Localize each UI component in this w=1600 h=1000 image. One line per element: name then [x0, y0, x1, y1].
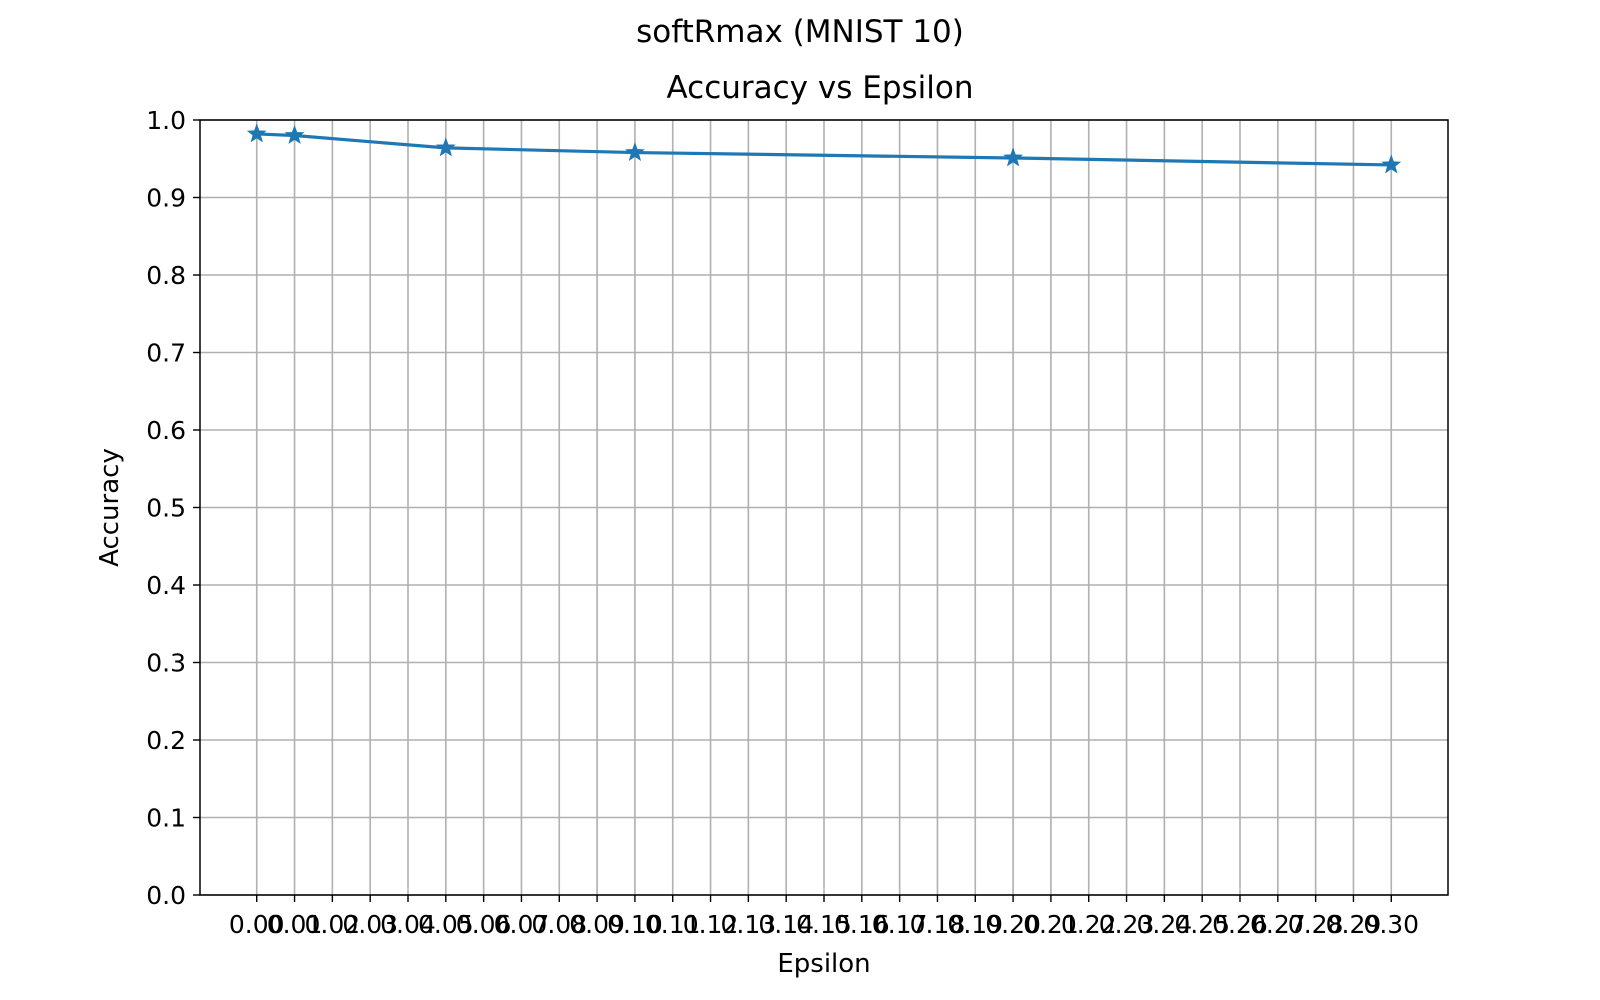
- series-line: [256, 132, 1392, 167]
- x-tick-label: 0.06: [456, 910, 512, 939]
- x-tick-label: 0.07: [494, 910, 550, 939]
- y-tick-label: 0.8: [146, 261, 186, 290]
- y-tick-label: 0.1: [146, 804, 186, 833]
- x-tick-label: 0.12: [683, 910, 739, 939]
- data-point-marker: [246, 123, 267, 143]
- y-tick-label: 0.6: [146, 416, 186, 445]
- y-tick-label: 0.4: [146, 571, 186, 600]
- x-tick-label: 0.04: [380, 910, 436, 939]
- x-tick-label: 0.28: [1288, 910, 1344, 939]
- grid-lines: [200, 119, 1448, 896]
- x-tick-label: 0.16: [834, 910, 890, 939]
- x-tick-label: 0.08: [531, 910, 587, 939]
- y-tick-label: 0.5: [146, 494, 186, 523]
- x-tick-label: 0.18: [910, 910, 966, 939]
- x-tick-label: 0.11: [645, 910, 701, 939]
- x-tick-label: 0.13: [721, 910, 777, 939]
- y-tick-label: 0.2: [146, 726, 186, 755]
- x-tick-label: 0.22: [1061, 910, 1117, 939]
- x-tick-label: 0.02: [305, 910, 361, 939]
- x-tick-label: 0.20: [985, 910, 1041, 939]
- x-axis-label: Epsilon: [777, 949, 870, 979]
- figure-suptitle: softRmax (MNIST 10): [636, 14, 964, 50]
- y-tick-label: 0.9: [146, 184, 186, 213]
- x-tick-label: 0.00: [229, 910, 285, 939]
- x-tick-label: 0.30: [1363, 910, 1419, 939]
- x-tick-label: 0.25: [1174, 910, 1230, 939]
- x-tick-label: 0.29: [1326, 910, 1382, 939]
- x-tick-label: 0.23: [1099, 910, 1155, 939]
- x-tick-label: 0.03: [342, 910, 398, 939]
- x-tick-label: 0.15: [796, 910, 852, 939]
- series-layer: [246, 123, 1402, 174]
- y-tick-label: 0.0: [146, 881, 186, 910]
- data-point-marker: [1003, 147, 1024, 167]
- x-tick-label: 0.01: [267, 910, 323, 939]
- x-tick-label: 0.14: [758, 910, 814, 939]
- x-tick-label: 0.17: [872, 910, 928, 939]
- chart-title: Accuracy vs Epsilon: [666, 70, 974, 106]
- y-tick-label: 0.3: [146, 649, 186, 678]
- y-axis: 0.0 0.1 0.2 0.3 0.4 0.5 0.6 0.7 0.8 0.9 1.0: [146, 106, 200, 910]
- x-tick-label: 0.27: [1250, 910, 1306, 939]
- data-point-marker: [435, 137, 456, 157]
- x-tick-label: 0.10: [607, 910, 663, 939]
- x-tick-label: 0.09: [569, 910, 625, 939]
- data-point-marker: [624, 142, 645, 161]
- x-tick-label: 0.05: [418, 910, 474, 939]
- y-tick-label: 1.0: [146, 106, 186, 135]
- x-tick-label: 0.24: [1137, 910, 1193, 939]
- y-axis-label: Accuracy: [95, 448, 125, 567]
- x-tick-label: 0.26: [1212, 910, 1268, 939]
- x-axis: 0.000.010.020.030.040.050.060.070.080.09…: [229, 895, 1419, 939]
- data-point-marker: [1381, 154, 1402, 174]
- y-tick-label: 0.7: [146, 339, 186, 368]
- data-point-marker: [284, 125, 305, 144]
- x-tick-label: 0.19: [947, 910, 1003, 939]
- x-tick-label: 0.21: [1023, 910, 1079, 939]
